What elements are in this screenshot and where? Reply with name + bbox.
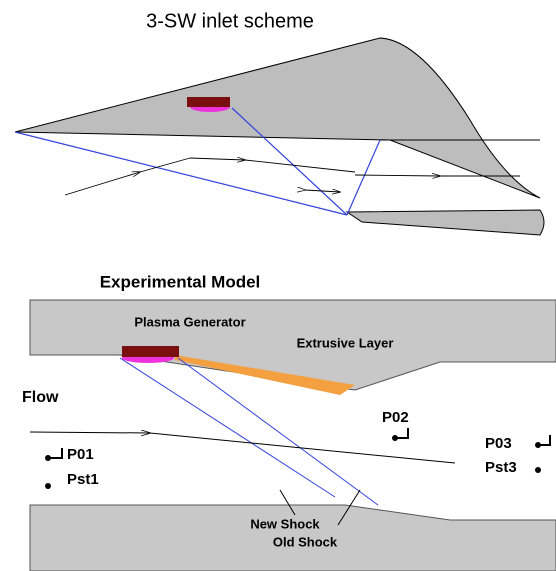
flow-line [149,432,456,464]
shocks [119,357,379,506]
label: Plasma Generator [134,314,245,329]
label: P01 [67,446,94,463]
leaders [279,489,361,526]
plasma-generator [187,97,230,107]
label: Pst1 [67,471,99,488]
streamlines [64,158,520,196]
lower-cowl [345,209,545,236]
label: Old Shock [273,534,338,549]
shocks [14,107,381,216]
flow-arrow [29,432,150,433]
label: New Shock [250,516,320,531]
label: P02 [382,409,409,426]
upper-wall [29,299,556,391]
probe-tubes [48,428,551,459]
label: P03 [485,435,512,452]
label: Pst3 [485,459,517,476]
upper-body [14,37,541,199]
lower-wall [29,504,556,571]
label: Extrusive Layer [297,335,394,350]
label: Flow [22,389,59,406]
top-title: 3-SW inlet scheme [146,10,314,32]
model-title: Experimental Model [100,272,261,291]
plasma-generator [122,346,179,357]
extrusive-layer [175,355,355,395]
